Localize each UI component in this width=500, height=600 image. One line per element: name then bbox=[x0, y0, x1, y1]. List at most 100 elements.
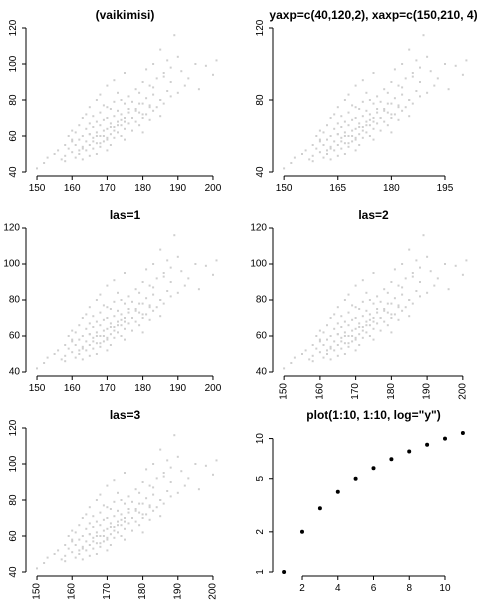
data-point bbox=[358, 326, 361, 328]
data-point bbox=[78, 353, 81, 355]
data-point bbox=[340, 147, 343, 150]
x-tick-label: 150 bbox=[276, 183, 293, 194]
data-point bbox=[322, 331, 325, 334]
data-point bbox=[326, 338, 328, 341]
data-point bbox=[347, 293, 350, 296]
data-point bbox=[347, 142, 350, 145]
data-point bbox=[124, 302, 126, 305]
data-point bbox=[444, 263, 446, 265]
data-point bbox=[113, 500, 116, 503]
data-point bbox=[95, 542, 98, 545]
data-point bbox=[120, 335, 123, 337]
data-point bbox=[64, 354, 67, 357]
x-tick-label: 165 bbox=[329, 183, 346, 194]
data-point bbox=[393, 113, 396, 116]
data-point bbox=[131, 317, 133, 319]
data-point bbox=[95, 142, 98, 145]
data-point bbox=[311, 154, 314, 157]
data-point bbox=[194, 63, 197, 65]
data-point bbox=[365, 324, 368, 327]
data-point bbox=[354, 327, 357, 330]
data-point bbox=[354, 317, 357, 319]
data-point bbox=[117, 491, 119, 494]
data-point bbox=[155, 506, 158, 509]
data-point bbox=[340, 140, 343, 143]
x-tick-label: 190 bbox=[169, 183, 186, 194]
data-point bbox=[365, 91, 368, 94]
data-point bbox=[88, 133, 91, 136]
data-point bbox=[131, 129, 133, 132]
data-point bbox=[326, 349, 328, 352]
data-point bbox=[124, 320, 126, 323]
data-point bbox=[155, 77, 158, 80]
data-point bbox=[173, 34, 176, 37]
data-point bbox=[138, 511, 141, 514]
data-point bbox=[169, 281, 172, 283]
y-tick-label: 1 bbox=[255, 569, 266, 575]
data-point bbox=[99, 524, 102, 527]
data-point bbox=[64, 560, 67, 563]
data-point bbox=[433, 284, 436, 287]
data-point bbox=[411, 102, 414, 105]
data-point bbox=[141, 502, 144, 505]
data-point bbox=[358, 308, 361, 310]
data-point bbox=[368, 324, 371, 327]
data-point bbox=[74, 156, 77, 159]
y-tick-label: 100 bbox=[8, 455, 19, 472]
data-point bbox=[372, 138, 375, 141]
data-point bbox=[64, 154, 67, 157]
x-tick-label: 160 bbox=[67, 583, 78, 600]
data-point bbox=[333, 340, 336, 343]
data-point bbox=[311, 344, 314, 346]
data-point bbox=[141, 481, 144, 483]
data-point bbox=[124, 127, 126, 130]
data-point bbox=[353, 476, 358, 481]
data-point bbox=[88, 522, 91, 525]
data-point bbox=[152, 93, 155, 96]
data-point bbox=[106, 527, 109, 530]
data-point bbox=[99, 145, 102, 148]
data-point bbox=[131, 329, 133, 332]
y-tick-label: 40 bbox=[9, 367, 21, 378]
data-point bbox=[36, 567, 38, 570]
data-point bbox=[148, 484, 151, 487]
data-point bbox=[336, 306, 339, 309]
data-point bbox=[162, 502, 165, 505]
x-tick-label: 180 bbox=[383, 183, 400, 194]
data-point bbox=[74, 544, 77, 546]
data-point bbox=[36, 367, 38, 370]
data-point bbox=[60, 358, 63, 361]
data-point bbox=[162, 75, 165, 78]
data-point bbox=[74, 356, 77, 359]
data-point bbox=[408, 299, 411, 301]
data-point bbox=[141, 281, 144, 283]
data-point bbox=[169, 81, 172, 83]
data-point bbox=[401, 63, 404, 65]
data-point bbox=[109, 133, 112, 136]
data-point bbox=[454, 264, 457, 267]
data-point bbox=[127, 508, 130, 510]
data-point bbox=[166, 259, 169, 262]
data-point bbox=[361, 129, 364, 132]
data-point bbox=[124, 317, 126, 319]
data-point bbox=[67, 535, 70, 537]
data-point bbox=[134, 109, 137, 112]
data-point bbox=[138, 124, 141, 127]
data-point bbox=[372, 302, 375, 305]
data-point bbox=[166, 490, 169, 492]
data-point bbox=[436, 277, 439, 280]
data-point bbox=[318, 151, 321, 154]
data-point bbox=[159, 115, 162, 118]
data-point bbox=[78, 149, 81, 152]
data-point bbox=[354, 149, 357, 152]
data-point bbox=[138, 91, 141, 94]
data-point bbox=[397, 304, 400, 307]
data-point bbox=[304, 149, 307, 152]
data-point bbox=[212, 473, 214, 476]
data-point bbox=[358, 122, 361, 125]
x-tick-label: 170 bbox=[102, 583, 113, 600]
data-point bbox=[85, 149, 88, 152]
data-point bbox=[393, 297, 396, 300]
data-point bbox=[401, 293, 404, 296]
x-tick-label: 190 bbox=[172, 583, 183, 600]
